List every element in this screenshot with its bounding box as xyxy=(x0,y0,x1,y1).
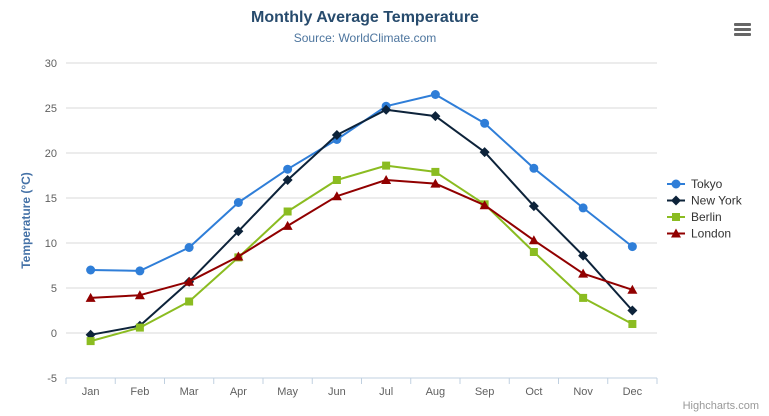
data-point-berlin[interactable] xyxy=(529,248,538,256)
data-point-tokyo[interactable] xyxy=(529,163,539,173)
series-line-new-york xyxy=(89,108,634,336)
x-axis-label: Jan xyxy=(82,386,100,398)
x-axis-label: Nov xyxy=(573,386,593,398)
data-point-new-york[interactable] xyxy=(282,175,293,185)
y-axis-label: 20 xyxy=(45,148,57,160)
data-point-london[interactable] xyxy=(381,175,392,184)
legend-marker-square xyxy=(672,213,680,221)
x-axis-label: Oct xyxy=(525,386,542,398)
x-axis-label: Jun xyxy=(328,386,346,398)
x-axis-label: Feb xyxy=(130,386,149,398)
y-axis-label: 15 xyxy=(45,193,57,205)
data-point-london[interactable] xyxy=(134,290,145,300)
data-point-london[interactable] xyxy=(528,235,539,245)
y-axis-label: 5 xyxy=(51,283,57,295)
legend-item-tokyo[interactable]: Tokyo xyxy=(667,177,723,191)
data-point-berlin[interactable] xyxy=(135,323,144,332)
legend-item-london[interactable]: London xyxy=(667,227,731,241)
data-point-tokyo[interactable] xyxy=(480,118,490,128)
y-axis-title: Temperature (°C) xyxy=(19,172,33,269)
chart-title: Monthly Average Temperature xyxy=(251,9,479,26)
legend-item-new-york[interactable]: New York xyxy=(667,194,743,208)
y-axis-label: -5 xyxy=(47,373,57,385)
legend-item-berlin[interactable]: Berlin xyxy=(667,210,722,224)
legend-marker-triangle xyxy=(671,228,681,238)
data-point-berlin[interactable] xyxy=(382,161,391,170)
legend-label: New York xyxy=(691,194,743,208)
data-point-london[interactable] xyxy=(479,200,490,210)
series-line-london xyxy=(89,179,634,299)
legend-label: Tokyo xyxy=(691,177,723,191)
chart-subtitle: Source: WorldClimate.com xyxy=(293,31,437,45)
data-point-london[interactable] xyxy=(85,292,96,302)
legend-marker-diamond xyxy=(671,195,681,206)
x-axis-label: Sep xyxy=(475,386,495,398)
hamburger-icon xyxy=(734,22,751,26)
x-axis-label: Aug xyxy=(426,386,446,398)
data-point-tokyo[interactable] xyxy=(184,243,194,252)
y-axis-label: 25 xyxy=(45,103,57,115)
series-tokyo xyxy=(86,90,637,276)
data-point-new-york[interactable] xyxy=(479,147,490,158)
x-axis-label: Jul xyxy=(379,386,393,398)
data-point-tokyo[interactable] xyxy=(233,198,243,207)
data-point-tokyo[interactable] xyxy=(578,203,588,213)
data-point-berlin[interactable] xyxy=(332,176,341,184)
series-line-berlin xyxy=(89,164,634,343)
y-axis-label: 10 xyxy=(45,238,57,250)
data-point-berlin[interactable] xyxy=(431,167,440,176)
data-point-berlin[interactable] xyxy=(579,293,588,302)
hamburger-icon xyxy=(734,32,751,36)
y-axis-label: 0 xyxy=(51,328,57,340)
data-point-london[interactable] xyxy=(282,220,293,230)
data-point-london[interactable] xyxy=(331,191,342,201)
data-point-berlin[interactable] xyxy=(86,337,95,346)
hamburger-icon xyxy=(734,27,751,31)
y-axis-label: 30 xyxy=(45,58,57,70)
data-point-new-york[interactable] xyxy=(233,226,244,237)
legend-label: Berlin xyxy=(691,210,722,224)
data-point-tokyo[interactable] xyxy=(135,266,145,276)
data-point-new-york[interactable] xyxy=(627,305,638,316)
data-point-london[interactable] xyxy=(578,268,589,278)
legend: Tokyo New York Berlin London xyxy=(667,177,743,241)
x-axis-label: Dec xyxy=(623,386,643,398)
series-london xyxy=(85,175,638,302)
data-point-london[interactable] xyxy=(627,284,638,294)
data-point-tokyo[interactable] xyxy=(430,90,440,99)
data-point-new-york[interactable] xyxy=(430,111,441,122)
legend-marker-circle xyxy=(671,179,681,189)
series-new-york xyxy=(85,104,638,340)
data-point-new-york[interactable] xyxy=(578,250,589,261)
x-axis-label: May xyxy=(277,386,298,398)
data-point-berlin[interactable] xyxy=(185,297,194,306)
data-point-berlin[interactable] xyxy=(628,320,637,328)
export-menu-button[interactable] xyxy=(731,18,755,40)
data-point-new-york[interactable] xyxy=(381,104,392,115)
legend-label: London xyxy=(691,227,731,241)
x-axis-label: Apr xyxy=(230,386,247,398)
x-axis-label: Mar xyxy=(180,386,199,398)
data-point-tokyo[interactable] xyxy=(86,265,96,275)
data-point-tokyo[interactable] xyxy=(627,242,637,252)
highcharts-watermark: Highcharts.com xyxy=(682,400,759,412)
data-point-new-york[interactable] xyxy=(331,130,342,140)
series-line-tokyo xyxy=(89,93,634,272)
data-point-berlin[interactable] xyxy=(283,207,292,216)
data-point-london[interactable] xyxy=(233,251,244,261)
data-point-tokyo[interactable] xyxy=(283,164,293,174)
data-point-london[interactable] xyxy=(430,178,441,188)
data-point-new-york[interactable] xyxy=(528,201,539,212)
data-point-london[interactable] xyxy=(184,276,195,286)
